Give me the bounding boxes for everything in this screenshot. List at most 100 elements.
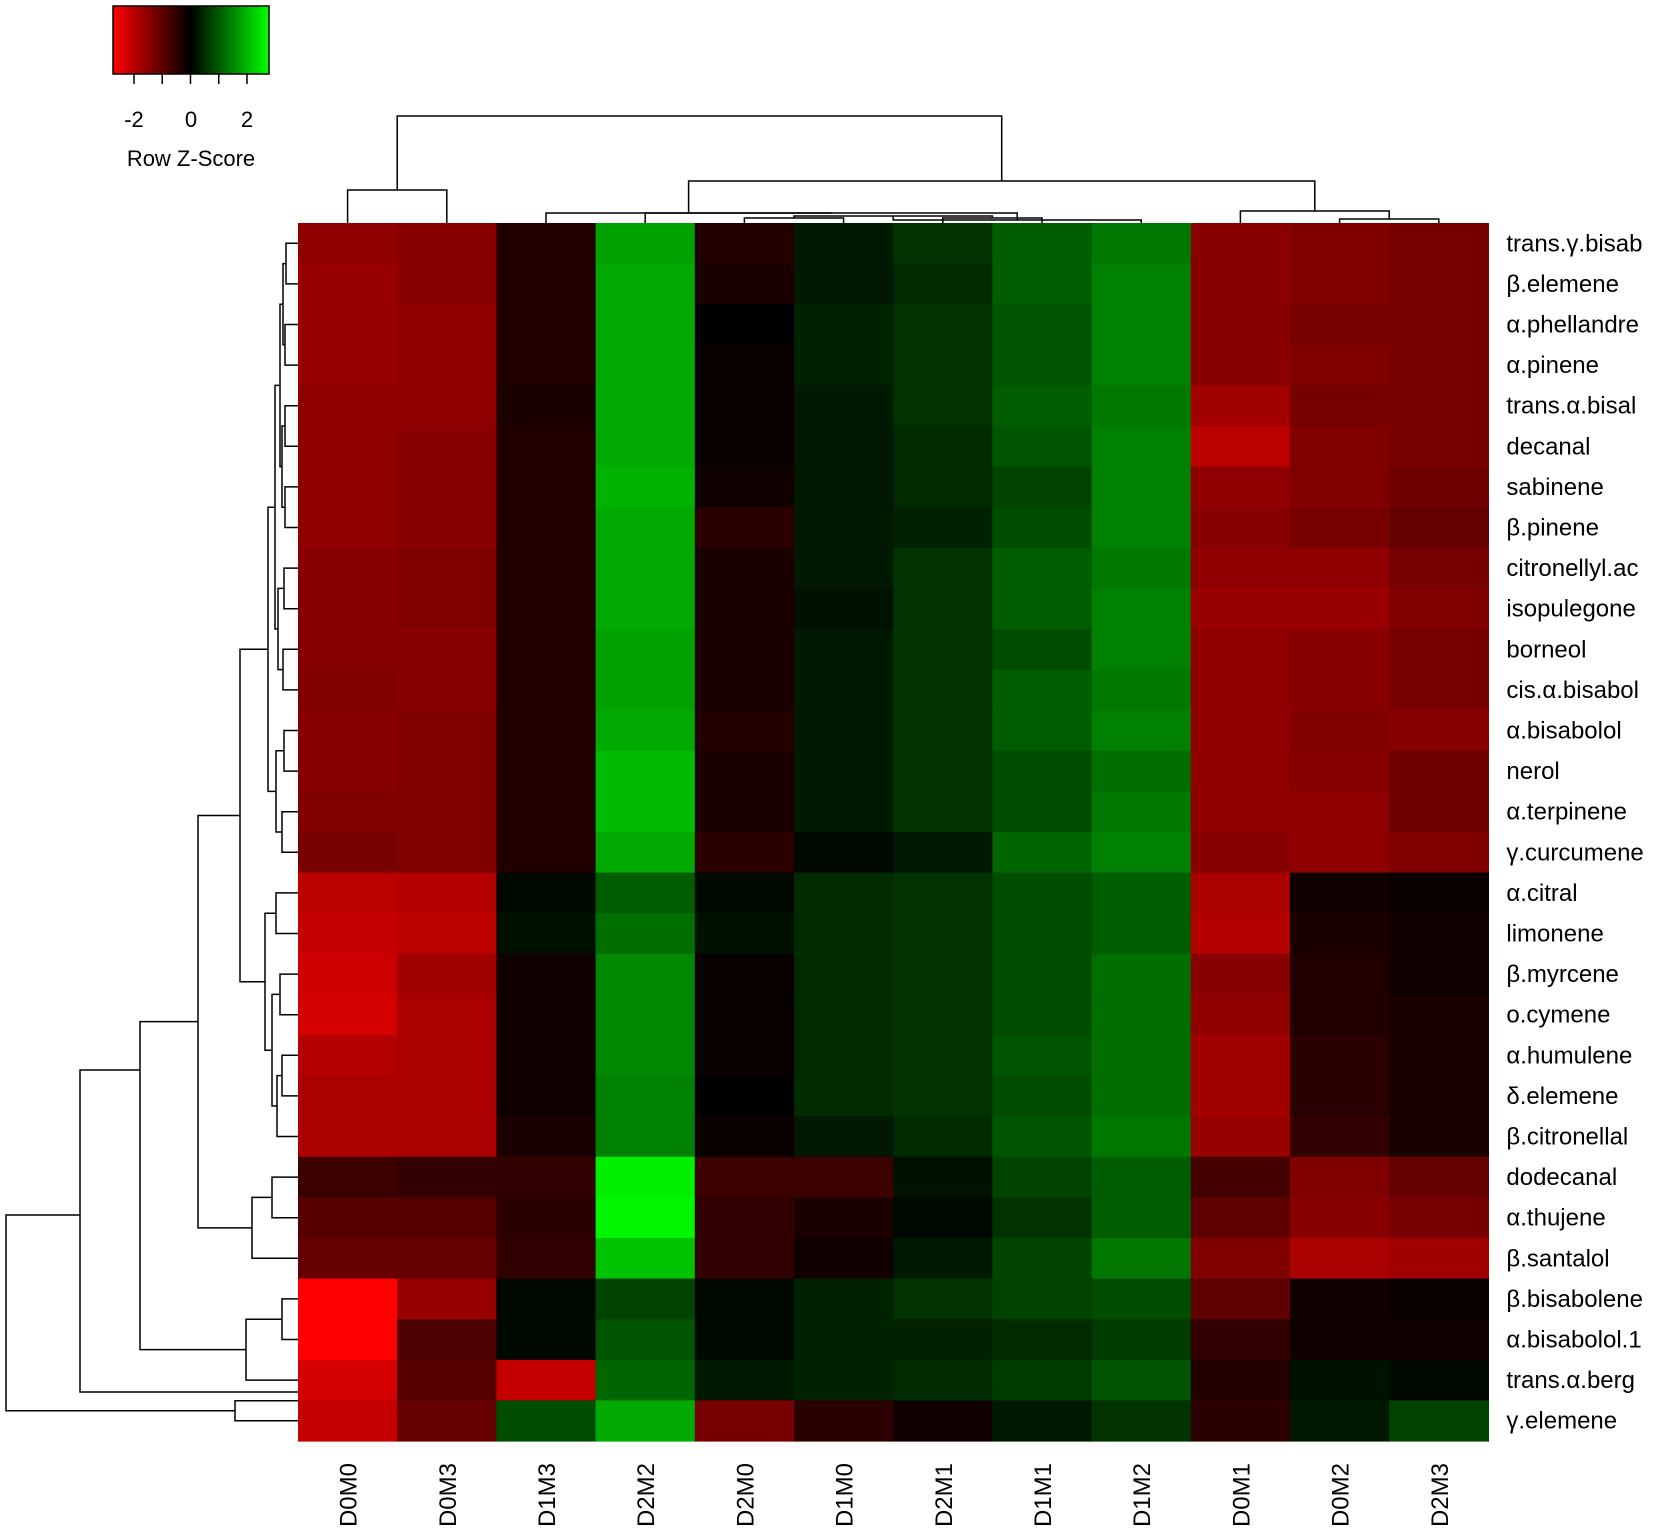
heatmap-cell	[1389, 507, 1489, 549]
heatmap-cell	[694, 832, 795, 874]
heatmap-cell	[496, 1116, 597, 1158]
heatmap-cell	[1389, 629, 1489, 671]
dendrogram-branch	[743, 217, 845, 223]
heatmap-cell	[1190, 1400, 1291, 1442]
row-label: α.bisabolol.1	[1506, 1327, 1641, 1354]
heatmap-cell	[1091, 426, 1192, 468]
heatmap-cell	[893, 344, 993, 386]
heatmap-cell	[595, 994, 696, 1036]
heatmap-cell	[1389, 547, 1489, 589]
row-dendrogram	[5, 242, 298, 1422]
heatmap-cell	[1190, 669, 1291, 711]
row-label: cis.α.bisabol	[1506, 677, 1639, 704]
heatmap-cell	[992, 223, 1093, 265]
heatmap-cell	[1290, 1197, 1390, 1239]
heatmap-cell	[496, 1359, 597, 1401]
heatmap-cell	[595, 1075, 696, 1117]
heatmap-cell	[1389, 872, 1489, 914]
heatmap-cell	[397, 629, 497, 671]
heatmap-cell	[992, 426, 1093, 468]
heatmap-cell	[1091, 385, 1192, 427]
heatmap-cell	[694, 669, 795, 711]
heatmap-cell	[1389, 1400, 1489, 1442]
heatmap-cell	[1091, 1278, 1192, 1320]
color-key-tick-label: 2	[241, 107, 253, 132]
heatmap-cell	[1190, 629, 1291, 671]
heatmap-cell	[397, 1197, 497, 1239]
heatmap-cell	[595, 953, 696, 995]
heatmap-cell	[694, 710, 795, 752]
heatmap-cell	[1290, 1400, 1390, 1442]
heatmap-cell	[1290, 913, 1390, 955]
heatmap-cell	[1091, 791, 1192, 833]
heatmap-cell	[992, 669, 1093, 711]
heatmap-cell	[992, 953, 1093, 995]
heatmap-cell	[893, 1035, 993, 1077]
heatmap-cell	[397, 913, 497, 955]
heatmap-cell	[794, 994, 894, 1036]
heatmap-cell	[397, 344, 497, 386]
heatmap-cell	[694, 466, 795, 508]
heatmap-cell	[298, 669, 398, 711]
heatmap-cell	[496, 629, 597, 671]
heatmap-cell	[397, 669, 497, 711]
row-label: sabinene	[1506, 474, 1603, 501]
dendrogram-branch	[275, 750, 284, 833]
heatmap-cell	[1091, 507, 1192, 549]
heatmap-cell	[397, 1075, 497, 1117]
heatmap-cell	[893, 223, 993, 265]
row-label: α.thujene	[1506, 1205, 1605, 1232]
heatmap-cell	[893, 1197, 993, 1239]
heatmap-cell	[595, 304, 696, 346]
heatmap-cell	[1389, 304, 1489, 346]
heatmap-cell	[992, 1278, 1093, 1320]
column-label: D2M0	[732, 1463, 759, 1527]
heatmap-cell	[992, 1400, 1093, 1442]
heatmap-cell	[1091, 223, 1192, 265]
dendrogram-branch	[239, 648, 268, 983]
heatmap-cell	[1190, 547, 1291, 589]
column-label: D2M1	[931, 1463, 958, 1527]
heatmap-cell	[694, 385, 795, 427]
row-label: trans.γ.bisab	[1506, 230, 1642, 257]
dendrogram-branch	[281, 1054, 298, 1097]
heatmap-cell	[1389, 1156, 1489, 1198]
heatmap-cell	[298, 629, 398, 671]
heatmap-cell	[1389, 223, 1489, 265]
row-label: o.cymene	[1506, 1002, 1610, 1029]
heatmap-cell	[992, 1075, 1093, 1117]
heatmap-cell	[1389, 466, 1489, 508]
heatmap-cell	[1389, 1278, 1489, 1320]
heatmap-cell	[1290, 872, 1390, 914]
heatmap-cell	[992, 547, 1093, 589]
heatmap-cell	[794, 426, 894, 468]
heatmap-cell	[694, 1400, 795, 1442]
heatmap-cell	[893, 953, 993, 995]
heatmap-cell	[1190, 507, 1291, 549]
dendrogram-branch	[283, 729, 298, 772]
heatmap-cell	[794, 1035, 894, 1077]
heatmap-cell	[992, 872, 1093, 914]
heatmap-cell	[1290, 263, 1390, 305]
heatmap-cell	[595, 1156, 696, 1198]
heatmap-cell	[794, 547, 894, 589]
heatmap-cell	[1190, 872, 1291, 914]
heatmap-cell	[694, 1238, 795, 1280]
heatmap-cell	[794, 791, 894, 833]
heatmap-cell	[1091, 994, 1192, 1036]
heatmap-cell	[1091, 1400, 1192, 1442]
heatmap-cell	[496, 385, 597, 427]
heatmap-cell	[595, 1319, 696, 1361]
heatmap-cell	[1290, 466, 1390, 508]
heatmap-cell	[1389, 1238, 1489, 1280]
row-label: citronellyl.ac	[1506, 555, 1638, 582]
heatmap-cell	[794, 1197, 894, 1239]
heatmap-cell	[496, 1035, 597, 1077]
heatmap-cell	[1091, 1238, 1192, 1280]
heatmap-cell	[1290, 507, 1390, 549]
heatmap-cell	[1190, 1359, 1291, 1401]
heatmap-cell	[1389, 750, 1489, 792]
column-label: D0M3	[435, 1463, 462, 1527]
heatmap-cell	[893, 304, 993, 346]
heatmap-cell	[1190, 1278, 1291, 1320]
